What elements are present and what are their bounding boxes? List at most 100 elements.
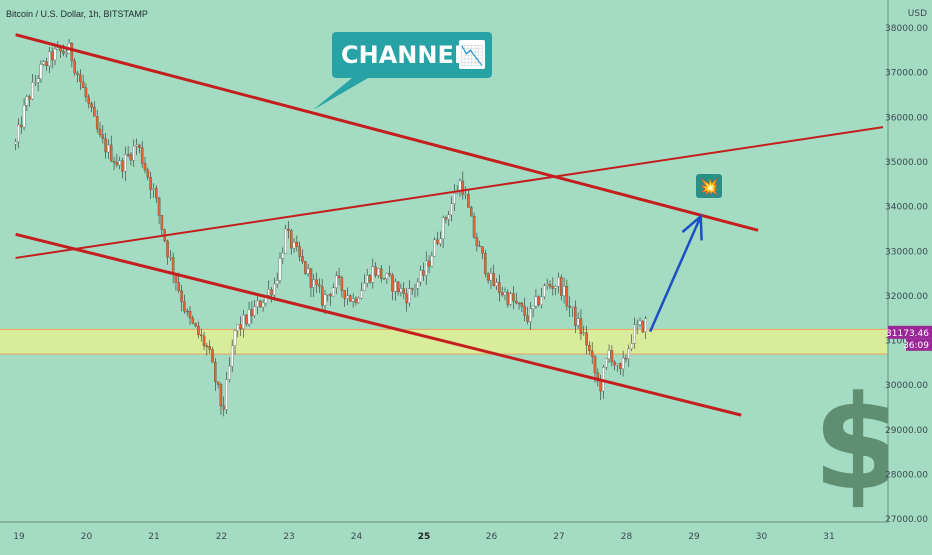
candle-body	[329, 294, 332, 297]
candle-body	[422, 270, 425, 276]
candle-body	[616, 363, 619, 366]
candle-body	[526, 315, 529, 322]
candle-body	[641, 320, 645, 333]
candle-body	[79, 74, 82, 82]
candle-body	[230, 345, 234, 367]
candle-body	[427, 260, 431, 267]
candle-body	[261, 302, 265, 308]
candle-body	[312, 279, 315, 288]
candle-body	[388, 273, 391, 276]
candle-body	[62, 51, 65, 54]
candle-body	[433, 239, 436, 257]
price-tick-label: 27000.00	[885, 515, 928, 525]
candle-body	[65, 52, 68, 55]
candle-body	[444, 217, 448, 220]
price-tick-label: 32000.00	[885, 292, 928, 302]
candle-body	[222, 405, 225, 410]
candle-body	[253, 306, 256, 317]
candle-body	[627, 348, 631, 359]
candle-body	[621, 357, 625, 369]
candle-body	[59, 47, 62, 52]
candle-body	[340, 277, 344, 291]
candle-body	[42, 61, 46, 65]
candle-body	[582, 332, 586, 335]
candle-body	[205, 345, 209, 348]
candle-body	[481, 246, 484, 254]
candle-body	[605, 358, 608, 368]
date-tick-label: 26	[486, 532, 498, 542]
candle-body	[304, 261, 307, 274]
candle-body	[334, 275, 338, 288]
candle-body	[467, 194, 470, 208]
candle-body	[343, 290, 346, 299]
candle-body	[56, 47, 60, 50]
candle-body	[84, 87, 88, 98]
candle-body	[455, 192, 459, 194]
candle-body	[560, 277, 563, 296]
candle-body	[126, 154, 130, 156]
candle-body	[332, 287, 335, 297]
explosion-icon: 💥	[699, 177, 719, 196]
candle-body	[478, 245, 481, 248]
candle-body	[318, 284, 321, 287]
candle-body	[537, 296, 541, 305]
candle-body	[399, 288, 403, 293]
date-tick-label: 25	[418, 532, 431, 542]
candle-body	[633, 324, 636, 344]
candle-body	[306, 268, 310, 274]
candle-body	[326, 294, 330, 296]
candle-body	[149, 177, 152, 190]
price-axis[interactable]	[888, 0, 932, 550]
time-axis[interactable]	[0, 522, 888, 550]
candle-body	[357, 298, 360, 303]
candle-body	[214, 362, 217, 382]
candle-body	[500, 292, 504, 296]
candle-body	[284, 228, 287, 254]
candle-body	[124, 154, 127, 172]
candle-body	[599, 381, 602, 392]
candle-body	[154, 188, 158, 199]
candle-body	[630, 343, 633, 349]
candle-body	[129, 154, 133, 161]
candle-body	[138, 144, 141, 148]
callout-pointer	[313, 78, 368, 110]
candle-body	[408, 288, 411, 304]
candle-body	[101, 134, 105, 139]
candle-body	[160, 215, 164, 230]
candle-body	[619, 363, 622, 369]
trendline-channel-top[interactable]	[15, 33, 759, 232]
candle-body	[565, 286, 569, 307]
candle-body	[287, 228, 290, 231]
callout-text: CHANNEL	[341, 41, 469, 69]
candle-body	[236, 324, 240, 331]
candle-body	[104, 138, 107, 153]
candle-body	[554, 286, 557, 289]
candle-body	[410, 288, 414, 290]
price-tick-label: 30000.00	[885, 381, 928, 391]
price-axis-unit: USD	[908, 9, 927, 19]
candle-body	[492, 273, 495, 286]
candle-body	[607, 350, 611, 360]
symbol-title[interactable]: Bitcoin / U.S. Dollar, 1h, BITSTAMP	[6, 9, 148, 19]
candle-body	[320, 286, 324, 306]
trendline-rising-line[interactable]	[15, 126, 884, 259]
candle-body	[250, 309, 254, 317]
candle-body	[216, 381, 220, 385]
candle-body	[157, 197, 161, 216]
candle-body	[34, 82, 37, 84]
candle-body	[191, 317, 195, 324]
trendline-channel-bottom[interactable]	[15, 232, 742, 417]
candle-body	[140, 147, 144, 164]
candle-body	[562, 286, 566, 296]
projection-arrow[interactable]	[648, 215, 702, 333]
candle-body	[368, 275, 372, 283]
candle-body	[498, 282, 501, 293]
projection-arrowhead	[681, 213, 703, 241]
candle-body	[197, 325, 200, 335]
date-tick-label: 24	[351, 532, 363, 542]
candle-body	[365, 275, 369, 284]
candle-body	[624, 357, 628, 360]
candle-body	[256, 300, 259, 307]
candle-body	[171, 257, 175, 275]
